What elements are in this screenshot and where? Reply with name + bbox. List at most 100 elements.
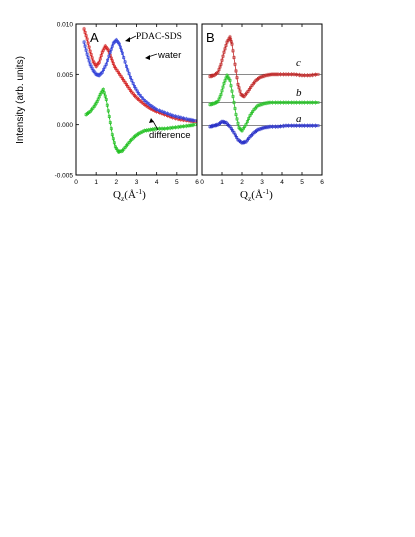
- series-label-b: b: [296, 87, 302, 99]
- x-tick-label: 2: [115, 179, 119, 186]
- data-point: [276, 125, 280, 129]
- panel-b: B 0 1 2 3 4 5 6 c b a Qz(Å-1): [200, 23, 324, 203]
- data-point: [300, 124, 304, 128]
- data-point: [247, 117, 251, 121]
- data-point: [160, 110, 164, 113]
- panel-b-series: [208, 34, 320, 145]
- data-point: [292, 101, 296, 104]
- data-point: [236, 83, 240, 86]
- data-point: [287, 72, 291, 76]
- data-point: [222, 50, 226, 54]
- data-point: [220, 58, 224, 62]
- data-point: [122, 56, 126, 59]
- data-point: [130, 78, 134, 82]
- data-point: [104, 98, 108, 101]
- data-point: [127, 72, 131, 76]
- x-tick-label: 5: [175, 179, 179, 186]
- data-point: [141, 101, 144, 105]
- x-tick-label: 1: [220, 179, 224, 186]
- data-point: [131, 81, 135, 85]
- data-point: [139, 99, 142, 103]
- data-point: [303, 73, 307, 77]
- data-point: [308, 124, 312, 128]
- data-point: [236, 121, 240, 125]
- data-point: [157, 109, 161, 112]
- panel-a-xlabel-unit: (Å: [124, 189, 136, 201]
- data-point: [292, 72, 296, 76]
- y-tick-label: 0.000: [57, 122, 74, 129]
- x-tick-label: 2: [240, 179, 244, 186]
- data-point: [97, 60, 101, 64]
- data-point: [85, 52, 89, 56]
- panel-a-x-ticks: 0 1 2 3 4 5 6: [74, 24, 199, 186]
- data-point: [271, 101, 275, 104]
- data-point: [179, 116, 183, 120]
- series-water: [82, 37, 197, 123]
- data-point: [103, 94, 107, 98]
- data-point: [305, 124, 309, 128]
- data-point: [184, 117, 188, 121]
- arrowhead-water: [145, 55, 150, 60]
- data-point: [284, 101, 288, 104]
- series-label-a: a: [296, 113, 302, 125]
- data-point: [176, 115, 180, 119]
- data-point: [230, 42, 234, 46]
- data-point: [268, 101, 272, 104]
- data-point: [232, 56, 236, 59]
- data-point: [129, 75, 132, 79]
- series-a: [208, 119, 320, 145]
- annotation-water: water: [157, 50, 181, 61]
- data-point: [110, 133, 114, 137]
- data-point: [86, 41, 90, 45]
- panel-a-label: A: [90, 30, 99, 45]
- data-point: [313, 73, 317, 77]
- data-point: [235, 117, 239, 121]
- data-point: [303, 101, 307, 104]
- data-point: [145, 100, 148, 104]
- data-point: [117, 42, 121, 46]
- panel-b-xlabel-q: Q: [240, 189, 248, 201]
- data-point: [84, 34, 88, 38]
- data-point: [216, 70, 220, 74]
- data-point: [220, 89, 224, 93]
- panel-a-xlabel: Qz(Å-1): [113, 187, 146, 203]
- data-point: [300, 101, 304, 104]
- data-point: [182, 124, 185, 128]
- data-point: [281, 72, 285, 76]
- data-point: [143, 99, 146, 102]
- data-point: [111, 137, 115, 141]
- data-point: [233, 107, 237, 110]
- data-point: [297, 124, 301, 128]
- data-point: [295, 73, 299, 77]
- data-point: [232, 101, 236, 104]
- data-point: [111, 62, 115, 65]
- data-point: [308, 73, 312, 77]
- data-point: [137, 98, 140, 101]
- data-point: [218, 65, 222, 69]
- data-point: [174, 125, 177, 129]
- data-point: [109, 56, 113, 60]
- x-tick-label: 3: [260, 179, 264, 186]
- series-line: [85, 88, 196, 153]
- data-point: [279, 101, 283, 104]
- panel-b-xlabel-unit: (Å: [251, 189, 263, 201]
- data-point: [89, 53, 93, 56]
- data-point: [289, 124, 293, 128]
- data-point: [103, 65, 107, 69]
- y-tick-label: -0.005: [55, 173, 74, 180]
- data-point: [102, 91, 106, 95]
- series-label-c: c: [296, 57, 301, 69]
- x-tick-label: 6: [320, 179, 324, 186]
- data-point: [284, 72, 288, 76]
- data-point: [297, 101, 301, 104]
- panel-b-x-ticks: 0 1 2 3 4 5 6: [200, 24, 324, 186]
- data-point: [125, 64, 128, 68]
- data-point: [238, 89, 242, 93]
- data-point: [295, 101, 299, 104]
- data-point: [289, 101, 293, 104]
- arrowhead-pdac-sds: [125, 37, 130, 42]
- data-point: [82, 27, 86, 31]
- series-c: [208, 34, 320, 99]
- data-point: [234, 69, 238, 73]
- data-point: [281, 124, 285, 128]
